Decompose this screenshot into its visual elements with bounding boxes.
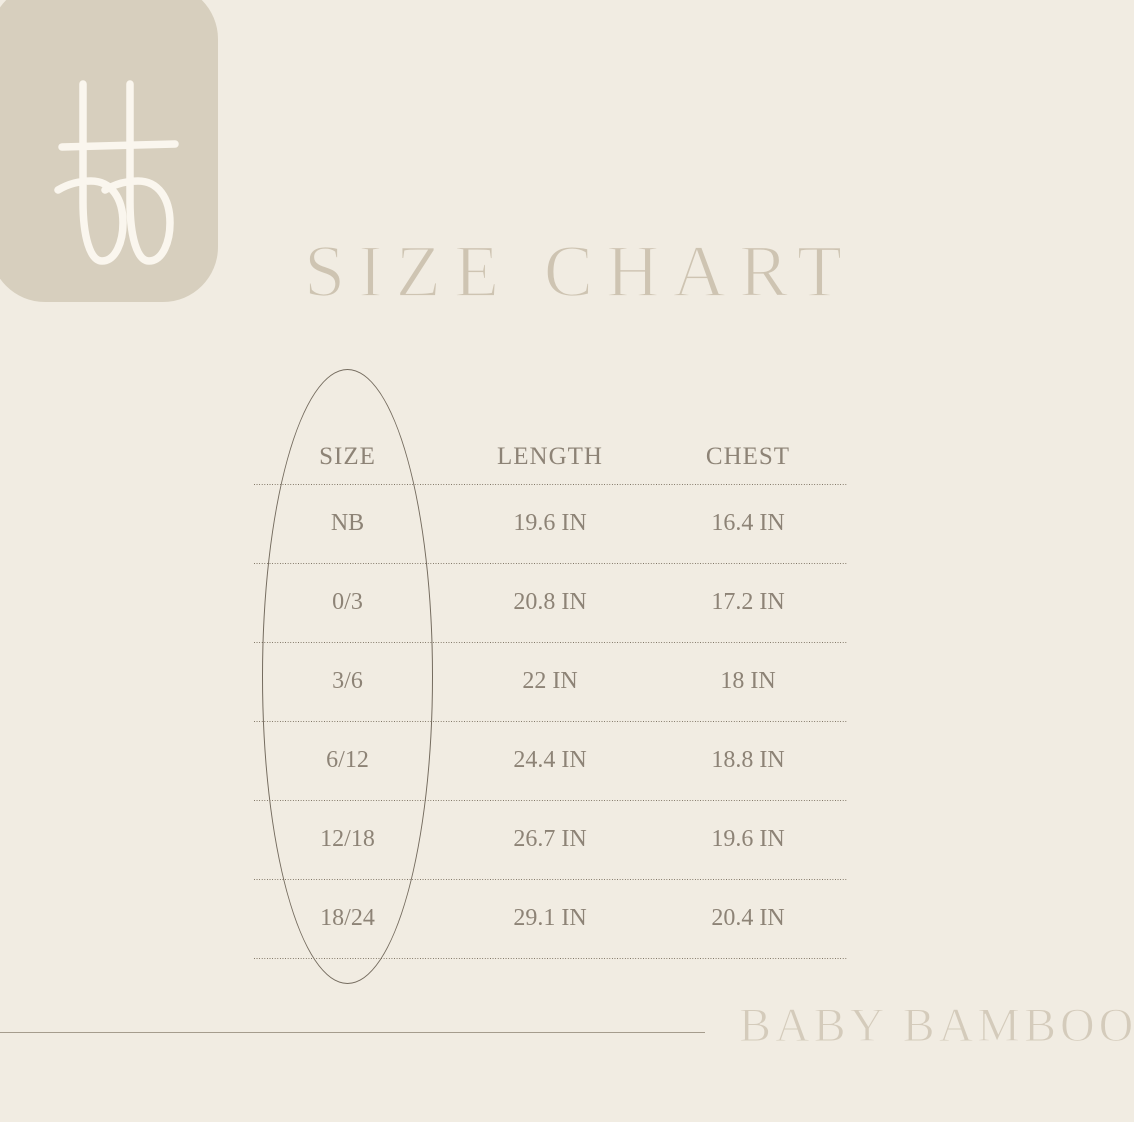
svg-text:SIZE CHART: SIZE CHART xyxy=(304,231,855,313)
svg-text:BABY BAMBOO: BABY BAMBOO xyxy=(739,999,1134,1052)
